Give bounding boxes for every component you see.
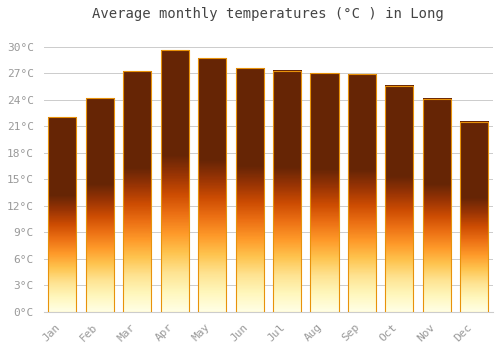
Bar [273,71,301,312]
Bar [86,98,114,312]
Title: Average monthly temperatures (°C ) in Long: Average monthly temperatures (°C ) in Lo… [92,7,444,21]
Bar [236,68,264,312]
Bar [160,50,189,312]
Bar [348,74,376,312]
Bar [48,118,76,312]
Bar [310,73,338,312]
Bar [423,99,451,312]
Bar [198,58,226,312]
Bar [460,122,488,312]
Bar [386,86,413,312]
Bar [123,71,152,312]
